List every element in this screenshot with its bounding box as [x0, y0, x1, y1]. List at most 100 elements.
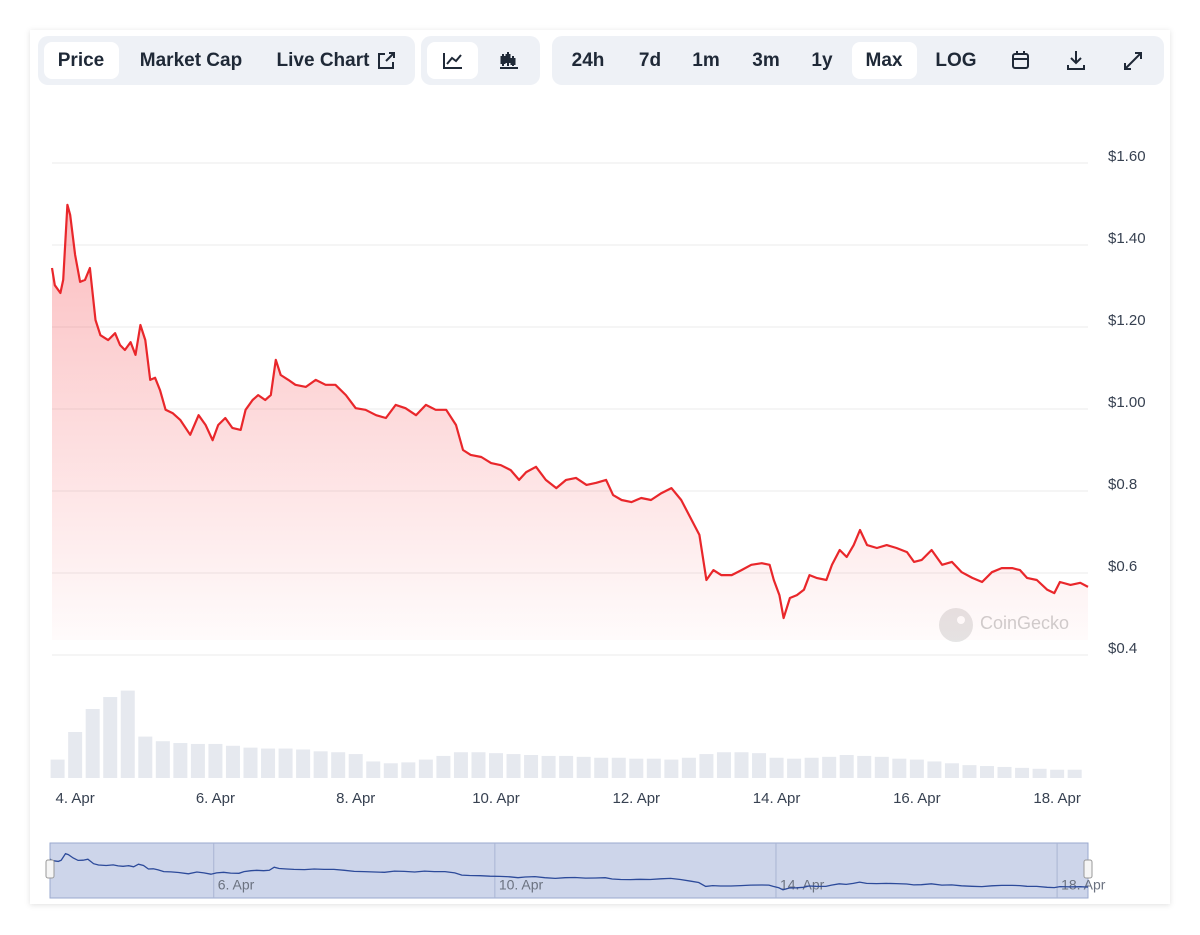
x-tick-label: 16. Apr: [893, 790, 941, 807]
navigator-line: [49, 852, 1089, 891]
y-tick-label: $0.8: [1108, 476, 1137, 493]
volume-bar: [611, 757, 626, 778]
volume-bar: [752, 753, 767, 778]
volume-bar: [313, 751, 328, 778]
navigator-tick-label: 6. Apr: [218, 877, 255, 893]
price-area: [52, 204, 1088, 641]
fullscreen-icon[interactable]: [1124, 52, 1142, 70]
volume-bar: [436, 755, 451, 778]
range-button[interactable]: 1m: [692, 50, 719, 71]
volume-bar: [331, 752, 346, 778]
volume-bar: [979, 766, 994, 778]
range-button[interactable]: 3m: [752, 50, 779, 71]
volume-bar: [787, 758, 802, 778]
x-tick-label: 12. Apr: [613, 790, 661, 807]
volume-bar: [138, 736, 153, 778]
line-style-active: [427, 42, 478, 79]
volume-bar: [699, 754, 714, 778]
volume-bar: [401, 762, 416, 778]
y-tick-label: $1.20: [1108, 312, 1146, 329]
range-button[interactable]: 7d: [639, 50, 661, 71]
navigator-handle[interactable]: [1083, 859, 1093, 879]
volume-bar: [383, 763, 398, 778]
calendar-icon[interactable]: [1012, 51, 1029, 69]
volume-bar: [857, 755, 872, 778]
volume-bar: [716, 752, 731, 778]
toolbar: Price Market Cap Live Chart 24h 7d 1m 3m 1y Max L…: [38, 36, 1164, 85]
external-link-icon[interactable]: [378, 52, 395, 69]
navigator-tick-label: 14. Apr: [780, 877, 825, 893]
volume-bar: [769, 757, 784, 778]
view-button[interactable]: Market Cap: [140, 50, 242, 71]
range-button[interactable]: LOG: [935, 50, 976, 71]
volume-bar: [366, 761, 381, 778]
volume-bar: [296, 749, 311, 778]
volume-bar: [506, 754, 521, 778]
volume-bar: [1050, 769, 1065, 778]
volume-bar: [804, 757, 819, 778]
volume-bar: [629, 758, 644, 778]
volume-bar: [664, 759, 679, 778]
active-range: [852, 42, 917, 79]
volume-bar: [225, 745, 240, 778]
volume-bar: [909, 759, 924, 778]
view-button[interactable]: Live Chart: [277, 50, 371, 71]
volume-bar: [839, 755, 854, 778]
volume-bar: [489, 753, 503, 778]
volume-bar: [471, 752, 486, 778]
volume-bar: [418, 759, 433, 778]
volume-bar: [1015, 767, 1030, 778]
volume-bar: [594, 757, 609, 778]
y-tick-label: $1.60: [1108, 148, 1146, 165]
volume-bar: [997, 766, 1012, 778]
volume-bar: [348, 754, 363, 778]
y-tick-label: $1.40: [1108, 230, 1146, 247]
volume-bar: [822, 756, 837, 778]
volume-bar: [962, 765, 977, 778]
volume-bar: [120, 690, 135, 778]
volume-bar: [103, 697, 118, 778]
active-view: [44, 42, 119, 79]
volume-bar: [50, 759, 65, 778]
volume-bar: [576, 756, 591, 778]
volume-bar: [1067, 769, 1082, 778]
navigator-tick-label: 10. Apr: [499, 877, 544, 893]
navigator: [49, 842, 1089, 899]
volume-bar: [524, 755, 539, 778]
y-tick-label: $0.4: [1108, 640, 1137, 657]
volume-bar: [874, 756, 889, 778]
view-button[interactable]: Price: [58, 50, 104, 71]
range-button[interactable]: Max: [866, 50, 903, 71]
download-icon[interactable]: [1067, 51, 1085, 70]
x-tick-label: 8. Apr: [336, 790, 375, 807]
volume-bar: [453, 752, 468, 778]
view-group: [38, 36, 415, 85]
volume-bar: [681, 757, 696, 778]
volume-bar: [559, 755, 574, 778]
volume-bar: [68, 732, 83, 778]
volume-bar: [892, 758, 907, 778]
candle-icon[interactable]: [500, 52, 518, 69]
y-tick-label: $1.00: [1108, 394, 1146, 411]
volume-bar: [243, 747, 258, 778]
x-tick-label: 14. Apr: [753, 790, 801, 807]
volume-bar: [927, 761, 942, 778]
volume-bar: [1032, 768, 1047, 778]
volume-bar: [646, 758, 661, 778]
line-icon[interactable]: [443, 53, 462, 69]
range-button[interactable]: 24h: [572, 50, 605, 71]
navigator-handle[interactable]: [45, 859, 55, 879]
volume-bar: [734, 752, 749, 778]
volume-bar: [208, 743, 223, 778]
x-tick-label: 18. Apr: [1033, 790, 1081, 807]
y-tick-label: $0.6: [1108, 558, 1137, 575]
volume-bar: [85, 709, 100, 778]
range-button[interactable]: 1y: [811, 50, 833, 71]
volume-bar: [155, 741, 170, 778]
price-line: [50, 203, 1089, 620]
volume-bar: [541, 755, 556, 778]
x-tick-label: 10. Apr: [472, 790, 520, 807]
x-tick-label: 6. Apr: [196, 790, 235, 807]
volume-bar: [261, 748, 276, 778]
